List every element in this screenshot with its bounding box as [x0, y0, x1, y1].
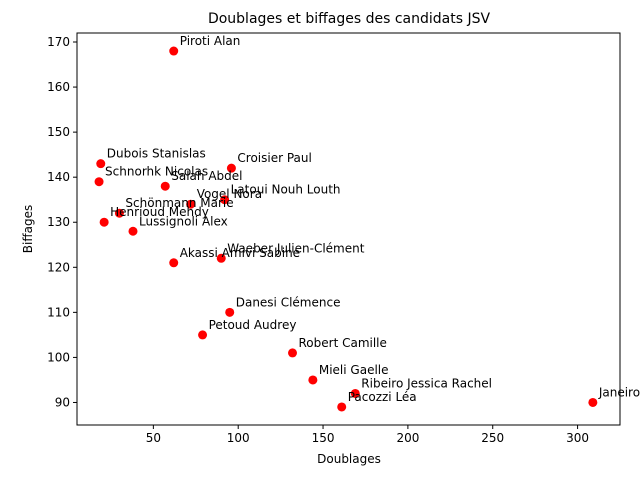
data-point	[226, 163, 236, 173]
data-point	[337, 402, 347, 412]
y-axis-label: Biffages	[21, 205, 35, 253]
data-point	[220, 195, 230, 205]
x-tick-label: 200	[396, 431, 419, 445]
data-point	[160, 181, 170, 191]
data-point-label: Schönmann Marie	[125, 196, 233, 210]
y-tick-label: 90	[55, 395, 70, 409]
data-point	[99, 217, 109, 227]
data-point-label: Croisier Paul	[237, 151, 311, 165]
data-point-label: Petoud Audrey	[209, 318, 297, 332]
y-tick-label: 120	[47, 260, 70, 274]
data-point	[94, 177, 104, 187]
data-point-label: Robert Camille	[299, 336, 387, 350]
data-point	[288, 348, 298, 358]
y-tick-label: 160	[47, 80, 70, 94]
data-point	[216, 253, 226, 263]
y-tick-label: 100	[47, 350, 70, 364]
data-point-label: Dubois Stanislas	[107, 147, 206, 161]
data-point-label: Lussignoli Alex	[139, 214, 228, 228]
data-point-label: Henrioud Mehdy	[110, 205, 209, 219]
data-point	[169, 46, 179, 56]
y-tick-label: 170	[47, 35, 70, 49]
y-tick-label: 150	[47, 125, 70, 139]
data-point	[114, 208, 124, 218]
y-tick-label: 140	[47, 170, 70, 184]
data-point-label: Salah Abdel	[171, 169, 242, 183]
data-point-label: Akassi Amivi Sabine	[180, 246, 300, 260]
data-point-label: Mieli Gaelle	[319, 363, 389, 377]
data-point-label: Pacozzi Léa	[348, 390, 417, 404]
x-tick-label: 300	[566, 431, 589, 445]
data-point-label: Waeber Julien-Clément	[227, 241, 364, 255]
plot-frame	[76, 32, 621, 426]
data-point-label: Piroti Alan	[180, 34, 241, 48]
data-point	[588, 397, 598, 407]
y-tick-label: 110	[47, 305, 70, 319]
data-point	[186, 199, 196, 209]
data-point-label: Ribeiro Jessica Rachel	[361, 376, 492, 390]
data-point	[225, 307, 235, 317]
y-tick-label: 130	[47, 215, 70, 229]
data-point	[96, 159, 106, 169]
data-point	[198, 330, 208, 340]
x-tick-label: 100	[227, 431, 250, 445]
x-tick-label: 250	[481, 431, 504, 445]
data-point	[128, 226, 138, 236]
data-point-label: Janeiro	[598, 385, 640, 399]
data-point-label: Danesi Clémence	[236, 295, 341, 309]
data-point	[308, 375, 318, 385]
x-tick-label: 50	[146, 431, 161, 445]
data-point	[350, 388, 360, 398]
data-point-label: Latoui Nouh Louth	[231, 183, 341, 197]
x-axis-label: Doublages	[317, 452, 381, 466]
chart-title: Doublages et biffages des candidats JSV	[208, 11, 491, 27]
data-point	[169, 258, 179, 268]
data-point-label: Vogel Nora	[197, 187, 262, 201]
x-tick-label: 150	[312, 431, 335, 445]
data-point-label: Schnorhk Nicolas	[105, 165, 208, 179]
